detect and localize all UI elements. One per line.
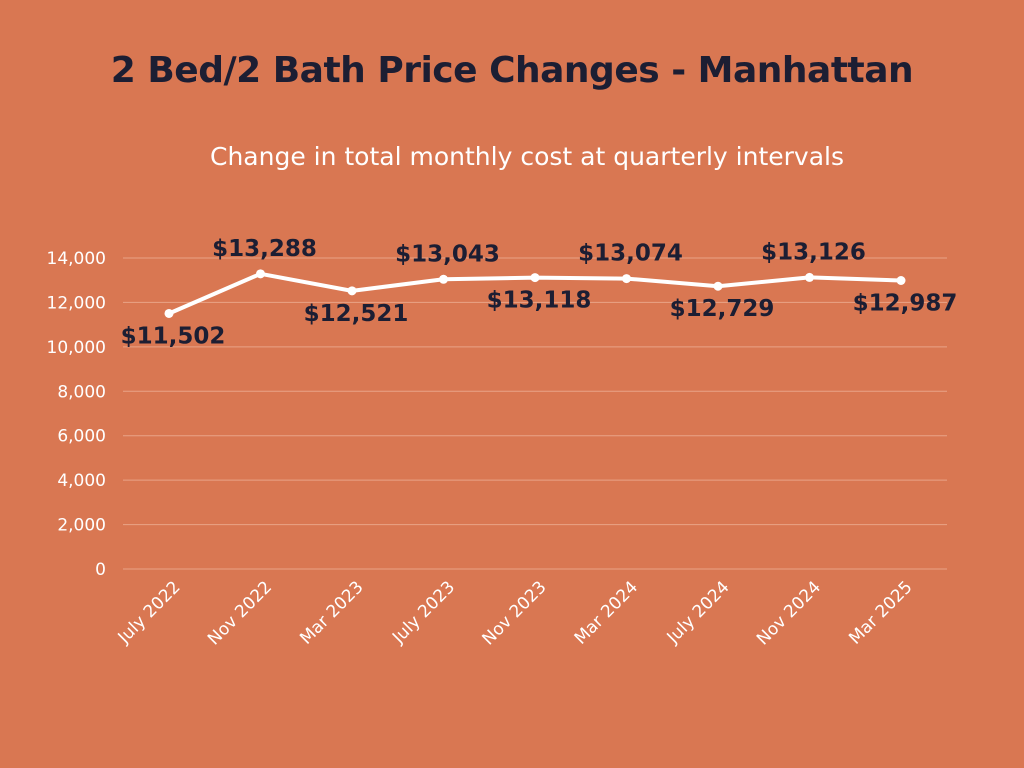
y-tick-label: 10,000 — [47, 338, 106, 358]
data-label: $12,729 — [670, 296, 775, 322]
x-tick-label: Nov 2024 — [753, 577, 825, 649]
data-point — [347, 286, 357, 296]
data-label: $13,043 — [395, 241, 500, 267]
x-tick-label: July 2024 — [663, 577, 734, 648]
data-point — [256, 269, 265, 279]
chart-title: 2 Bed/2 Bath Price Changes - Manhattan — [110, 50, 914, 91]
data-label: $12,521 — [304, 301, 409, 327]
data-label: $13,126 — [761, 239, 866, 265]
data-point — [896, 276, 906, 286]
y-tick-label: 6,000 — [57, 427, 106, 447]
y-tick-label: 14,000 — [47, 249, 106, 269]
data-label: $13,288 — [212, 236, 317, 262]
y-tick-label: 8,000 — [57, 382, 106, 402]
data-point — [439, 274, 448, 284]
x-tick-label: Nov 2023 — [479, 577, 551, 649]
x-tick-label: Mar 2025 — [845, 577, 916, 648]
x-tick-label: Nov 2022 — [204, 577, 276, 649]
y-tick-label: 0 — [95, 560, 106, 580]
data-label: $13,118 — [487, 288, 592, 314]
y-tick-label: 4,000 — [57, 471, 106, 491]
data-point — [530, 273, 540, 283]
data-point — [164, 308, 174, 318]
x-tick-label: July 2023 — [388, 577, 459, 648]
data-label: $12,987 — [853, 291, 958, 317]
data-label: $11,502 — [121, 323, 226, 349]
chart-subtitle: Change in total monthly cost at quarterl… — [209, 142, 845, 171]
data-point — [622, 274, 631, 284]
y-tick-label: 12,000 — [47, 293, 106, 313]
x-tick-label: Mar 2024 — [571, 577, 642, 648]
data-point — [805, 272, 814, 282]
data-point — [713, 281, 723, 291]
y-tick-label: 2,000 — [57, 516, 106, 536]
x-tick-label: July 2022 — [114, 577, 185, 648]
x-tick-label: Mar 2023 — [296, 577, 367, 648]
data-label: $13,074 — [578, 241, 683, 267]
